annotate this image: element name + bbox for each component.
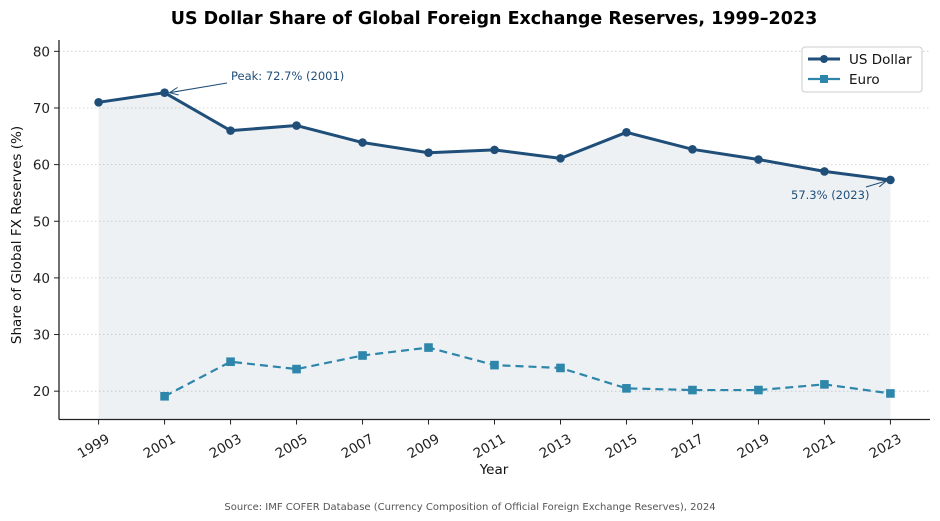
euro-point (226, 357, 235, 367)
us-dollar-point (886, 175, 895, 185)
us-dollar-point (160, 88, 169, 97)
x-tick-label: 2005 (273, 431, 311, 462)
latest-annotation-arrow (865, 181, 886, 188)
legend: US Dollar Euro (801, 46, 923, 93)
us-dollar-point (424, 148, 433, 158)
y-tick-label: 20 (33, 384, 50, 400)
x-tick-label: 2001 (141, 431, 179, 462)
x-tick-label: 2003 (207, 431, 245, 462)
x-tick-label: 1999 (75, 431, 113, 462)
euro-point (424, 343, 433, 352)
legend-euro-label: Euro (849, 72, 880, 88)
source-note: Source: IMF COFER Database (Currency Com… (224, 502, 715, 513)
x-tick-label: 2021 (801, 431, 839, 462)
legend-us-dollar-marker (820, 55, 828, 63)
euro-point (886, 389, 895, 398)
x-tick-label: 2011 (471, 431, 509, 462)
annotations: Peak: 72.7% (2001) 57.3% (2023) (170, 69, 887, 202)
x-tick-label: 2009 (405, 431, 443, 462)
x-axis-label: Year (479, 462, 509, 478)
chart-title: US Dollar Share of Global Foreign Exchan… (171, 9, 818, 29)
euro-point (292, 364, 301, 374)
peak-annotation-arrow (170, 82, 228, 93)
euro-point (820, 380, 829, 389)
y-tick-label: 60 (33, 158, 50, 174)
latest-annotation-label: 57.3% (2023) (791, 188, 869, 202)
us-dollar-point (556, 154, 565, 163)
euro-point (688, 385, 697, 395)
x-tick-label: 2013 (537, 431, 575, 462)
series (94, 88, 895, 401)
y-tick-label: 40 (33, 271, 50, 287)
legend-us-dollar-label: US Dollar (849, 52, 912, 68)
x-tick-label: 2017 (669, 431, 707, 462)
x-tick-label: 2007 (339, 431, 377, 462)
us-dollar-point (226, 126, 235, 135)
us-dollar-point (754, 155, 763, 164)
euro-point (490, 360, 499, 370)
y-tick-label: 50 (33, 214, 50, 230)
us-dollar-point (358, 138, 367, 147)
us-dollar-point (820, 167, 829, 176)
euro-point (622, 384, 631, 393)
euro-point (160, 391, 169, 401)
x-tick-label: 2015 (603, 431, 641, 462)
us-dollar-point (622, 128, 631, 137)
us-dollar-point (94, 98, 103, 107)
usd-area-fill (98, 92, 891, 420)
y-tick-label: 80 (33, 44, 50, 60)
euro-point (556, 363, 565, 373)
x-tick-label: 2019 (735, 431, 773, 462)
legend-euro-marker (820, 75, 828, 83)
us-dollar-point (292, 121, 301, 130)
us-dollar-point (490, 145, 499, 155)
euro-point (754, 385, 763, 395)
area-fill (98, 92, 891, 420)
y-tick-label: 30 (33, 328, 50, 344)
grid (59, 50, 930, 392)
y-tick-label: 70 (33, 101, 50, 117)
y-axis-label: Share of Global FX Reserves (%) (9, 126, 25, 344)
euro-point (358, 351, 367, 360)
x-tick-label: 2023 (867, 431, 905, 462)
peak-annotation-label: Peak: 72.7% (2001) (231, 69, 344, 83)
us-dollar-point (688, 145, 697, 154)
